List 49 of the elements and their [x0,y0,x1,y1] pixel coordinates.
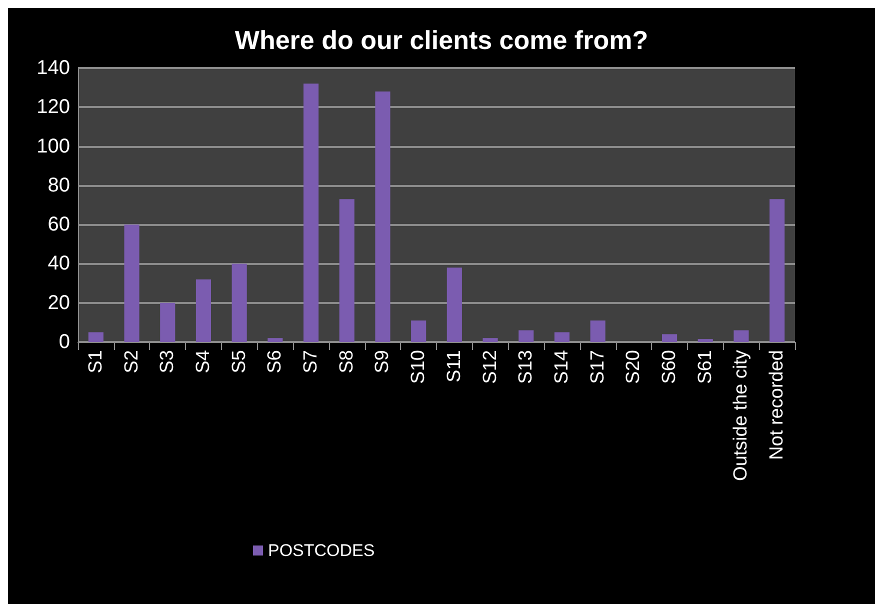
bar [124,224,140,342]
legend-label: POSTCODES [268,541,375,560]
bar [482,338,498,342]
x-tick-label: S2 [121,350,142,374]
x-tick-label: S13 [516,350,537,384]
x-tick-label: S60 [659,350,680,384]
y-tick-label: 80 [48,174,70,196]
x-tick-label: S7 [300,350,322,374]
x-tick-label: S8 [336,350,358,374]
x-tick-label: S5 [228,350,250,374]
chart-title: Where do our clients come from? [234,25,648,55]
y-tick-label: 20 [48,292,70,314]
x-tick-label: S6 [264,350,286,374]
bar [160,302,176,342]
x-tick-label: S4 [192,350,214,374]
y-tick-label: 120 [36,96,70,118]
bar [734,330,749,342]
x-tick-label: S9 [372,350,394,374]
x-tick-label: S10 [408,350,430,384]
x-tick-label: S61 [694,350,716,384]
bar [554,332,570,342]
bar [303,84,319,342]
x-tick-label: S14 [551,350,572,384]
bar [662,334,678,342]
bar [446,268,462,342]
bar [88,332,104,342]
bar [518,330,534,342]
bar [268,338,283,342]
x-tick-label: S1 [85,350,106,374]
x-tick-label: Outside the city [730,350,752,481]
y-tick-label: 100 [36,135,70,158]
y-tick-label: 0 [58,331,70,353]
bar [339,199,354,342]
x-tick-label: Not recorded [766,350,788,460]
bar [411,320,426,342]
bar [232,264,247,342]
x-tick-label: S11 [444,350,465,382]
x-tick-label: S17 [587,350,608,384]
x-tick-label: S3 [157,350,178,374]
x-tick-label: S12 [480,350,501,384]
bar [770,199,785,342]
bar [698,339,713,342]
x-tick-label: S20 [623,350,644,384]
bar [590,320,606,342]
y-tick-label: 60 [48,214,70,236]
y-tick-label: 40 [48,252,70,275]
bar [375,91,390,342]
bar [196,279,212,342]
y-tick-label: 140 [36,57,70,79]
